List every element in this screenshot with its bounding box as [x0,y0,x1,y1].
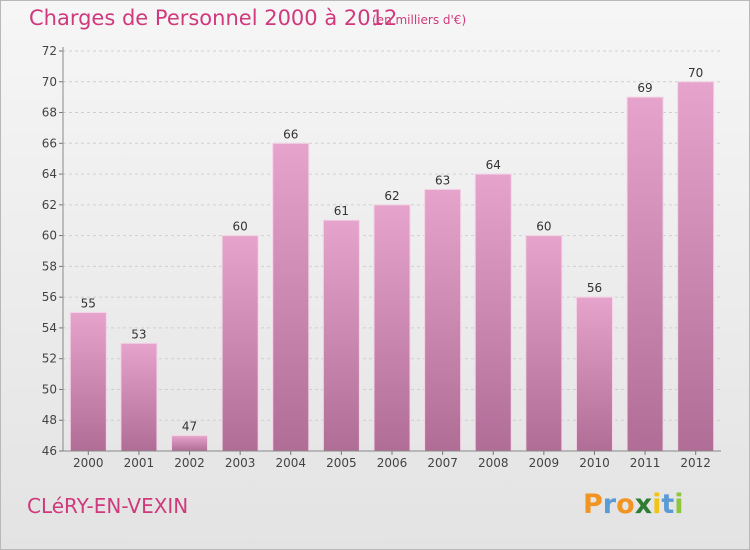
x-tick-label: 2010 [579,456,610,470]
y-tick-label: 64 [42,167,57,181]
data-label-2001: 53 [131,327,146,341]
x-tick-label: 2011 [630,456,661,470]
y-tick-label: 46 [42,444,57,458]
logo-letter: i [674,489,684,520]
x-tick-label: 2004 [275,456,306,470]
bar-2011 [626,96,664,452]
data-label-2007: 63 [435,173,450,187]
y-tick-label: 54 [42,321,57,335]
bar-2000 [69,312,107,452]
x-tick-label: 2003 [225,456,256,470]
axes: 46 48 50 52 54 56 58 60 62 64 66 68 70 72 2000 2001 2002… [42,44,721,470]
y-tick-label: 48 [42,413,57,427]
y-tick-label: 70 [42,75,57,89]
bar-2003 [221,235,259,452]
y-tick-label: 60 [42,229,57,243]
proxiti-logo: Proxiti [583,489,684,520]
bar-2004 [272,142,310,452]
x-tick-label: 2001 [124,456,155,470]
town-name: CLéRY-EN-VEXIN [27,494,189,518]
data-label-2000: 55 [81,297,96,311]
bar-2007 [424,188,462,452]
bar-2001 [120,342,158,452]
logo-letter: i [652,489,662,520]
y-tick-label: 52 [42,352,57,366]
data-label-2005: 61 [334,204,349,218]
x-tick-label: 2000 [73,456,104,470]
bar-2006 [373,204,411,452]
logo-letter: r [602,489,617,520]
bar-2002 [171,435,209,452]
logo-letter: t [661,489,675,520]
data-label-2008: 64 [486,158,501,172]
data-label-2006: 62 [384,189,399,203]
data-label-2011: 69 [637,81,652,95]
unit-note: (en milliers d'€) [372,13,467,27]
x-tick-label: 2008 [478,456,509,470]
bar-2009 [525,235,563,452]
x-tick-label: 2009 [529,456,560,470]
data-labels: 55 53 47 60 66 61 62 63 64 60 56 69 70 [81,66,704,434]
y-tick-label: 68 [42,106,57,120]
x-tick-label: 2006 [377,456,408,470]
y-tick-label: 62 [42,198,57,212]
bar-2010 [575,296,613,452]
x-tick-label: 2007 [427,456,458,470]
data-label-2004: 66 [283,127,298,141]
logo-letter: o [616,489,635,520]
bar-2008 [474,173,512,452]
x-tick-label: 2002 [174,456,205,470]
y-tick-label: 56 [42,290,57,304]
y-tick-label: 58 [42,259,57,273]
x-tick-label: 2005 [326,456,357,470]
bars [69,81,715,452]
data-label-2010: 56 [587,281,602,295]
chart-title: Charges de Personnel 2000 à 2012 [29,6,398,30]
y-tick-label: 66 [42,136,57,150]
y-tick-label: 72 [42,44,57,58]
data-label-2003: 60 [233,220,248,234]
data-label-2012: 70 [688,66,703,80]
logo-letter: x [634,489,653,520]
data-label-2009: 60 [536,220,551,234]
x-tick-label: 2012 [680,456,711,470]
y-tick-label: 50 [42,382,57,396]
data-label-2002: 47 [182,420,197,434]
bar-2005 [322,219,360,452]
bar-2012 [677,81,715,452]
logo-letter: P [583,489,603,520]
